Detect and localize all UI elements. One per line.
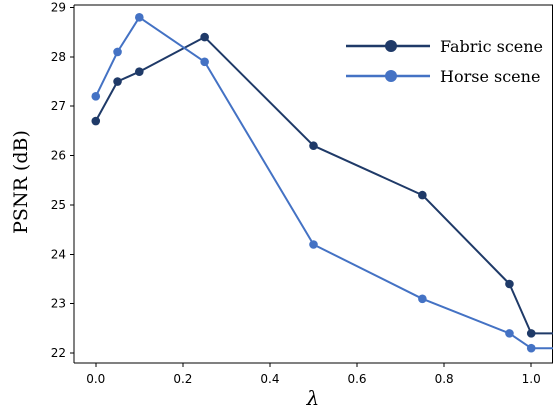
y-tick-label: 26 [51,149,66,163]
data-point-fabric-scene [505,279,514,289]
data-point-horse-scene [418,294,427,304]
legend-marker [385,70,397,82]
y-tick-label: 23 [51,297,66,311]
y-tick-label: 29 [51,0,66,14]
y-tick-label: 24 [51,247,66,261]
y-tick-label: 28 [51,50,66,64]
plot-area: 0.0 0.2 0.4 0.6 0.8 1.0 22 23 24 25 26 27 28 29 [51,0,553,386]
data-point-horse-scene [200,57,209,67]
data-point-horse-scene [91,92,101,101]
x-tick-label: 0.8 [435,372,454,386]
data-point-fabric-scene [200,32,209,42]
y-tick-label: 22 [51,346,66,360]
x-tick-label: 0.4 [260,372,279,386]
x-ticks: 0.0 0.2 0.4 0.6 0.8 1.0 [86,363,541,386]
x-tick-label: 0.0 [86,372,105,386]
data-point-horse-scene [505,329,514,338]
data-point-fabric-scene [91,116,101,126]
data-point-horse-scene [113,47,122,57]
series-horse-scene [91,13,553,353]
y-axis-title: PSNR (dB) [10,130,32,234]
data-point-fabric-scene [526,329,536,338]
data-point-horse-scene [309,240,318,249]
legend-marker [385,40,397,52]
legend-label: Fabric scene [440,37,543,56]
x-tick-label: 0.2 [173,372,192,386]
data-point-fabric-scene [418,190,427,200]
x-tick-label: 0.6 [347,372,366,386]
data-point-horse-scene [526,343,536,353]
x-tick-label: 1.0 [522,372,541,386]
data-point-fabric-scene [135,67,144,76]
legend-item-fabric-scene: Fabric scene [346,37,543,56]
y-tick-label: 25 [51,198,66,212]
series-fabric-scene [91,32,553,338]
data-point-fabric-scene [113,77,122,86]
series-layer [91,13,553,353]
x-axis-title: λ [306,386,320,410]
legend-item-horse-scene: Horse scene [346,67,540,86]
legend-label: Horse scene [440,67,540,86]
legend: Fabric scene Horse scene [346,37,543,86]
y-tick-label: 27 [51,99,66,113]
data-point-horse-scene [135,13,144,22]
data-point-fabric-scene [309,141,318,151]
y-ticks: 22 23 24 25 26 27 28 29 [51,0,74,360]
